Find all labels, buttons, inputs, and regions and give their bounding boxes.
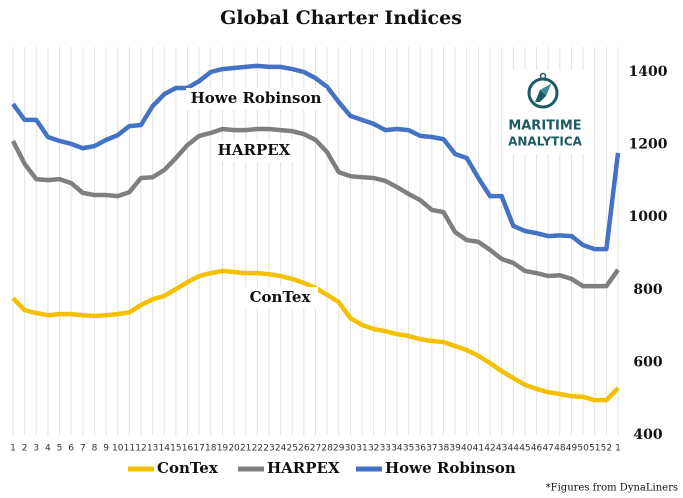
x-tick-label: 47 <box>542 444 553 454</box>
x-tick-label: 18 <box>205 444 217 454</box>
chart-title: Global Charter Indices <box>220 7 462 29</box>
logo-text: ANALYTICA <box>508 135 583 149</box>
x-tick-label: 49 <box>566 444 578 454</box>
annotation-bg <box>242 287 318 309</box>
legend-label: HARPEX <box>267 459 340 477</box>
legend: ConTex HARPEX Howe Robinson <box>128 459 516 477</box>
x-tick-label: 37 <box>426 444 437 454</box>
x-tick-label: 16 <box>182 444 194 454</box>
x-tick-label: 26 <box>298 444 310 454</box>
y-tick-label: 1200 <box>629 137 668 153</box>
x-tick-label: 38 <box>438 444 450 454</box>
x-tick-label: 4 <box>45 444 51 454</box>
x-tick-label: 12 <box>135 444 146 454</box>
x-tick-label: 23 <box>263 444 274 454</box>
legend-label: ConTex <box>157 459 219 477</box>
x-tick-label: 10 <box>112 444 124 454</box>
x-tick-label: 5 <box>57 444 63 454</box>
x-tick-label: 15 <box>170 444 181 454</box>
footnote: *Figures from DynaLiners <box>546 483 678 494</box>
x-tick-label: 27 <box>310 444 321 454</box>
x-tick-label: 1 <box>615 444 621 454</box>
x-tick-label: 46 <box>531 444 543 454</box>
x-tick-label: 22 <box>252 444 263 454</box>
x-tick-label: 31 <box>356 444 367 454</box>
x-tick-label: 33 <box>380 444 391 454</box>
x-tick-label: 44 <box>508 444 520 454</box>
x-tick-label: 43 <box>496 444 507 454</box>
x-tick-label: 28 <box>321 444 333 454</box>
x-tick-label: 7 <box>80 444 86 454</box>
annotation: Howe Robinson <box>191 89 322 107</box>
x-tick-label: 48 <box>554 444 566 454</box>
x-tick-label: 51 <box>589 444 600 454</box>
legend-label: Howe Robinson <box>385 459 516 477</box>
y-tick-label: 1000 <box>629 209 668 225</box>
x-tick-label: 19 <box>217 444 229 454</box>
x-tick-label: 29 <box>333 444 345 454</box>
y-tick-label: 600 <box>633 354 662 370</box>
x-tick-label: 21 <box>240 444 251 454</box>
x-tick-label: 30 <box>345 444 357 454</box>
y-tick-label: 400 <box>633 427 662 443</box>
x-tick-label: 40 <box>461 444 473 454</box>
series-line <box>11 63 621 252</box>
logo: MARITIME ANALYTICA <box>508 70 586 154</box>
x-tick-label: 13 <box>147 444 158 454</box>
series-line <box>10 126 620 289</box>
x-tick-label: 24 <box>275 444 287 454</box>
x-tick-label: 35 <box>403 444 414 454</box>
x-tick-label: 50 <box>577 444 589 454</box>
x-tick-label: 9 <box>103 444 109 454</box>
annotation: ConTex <box>250 288 312 306</box>
x-tick-label: 1 <box>10 444 16 454</box>
x-tick-label: 14 <box>159 444 171 454</box>
x-tick-label: 39 <box>449 444 461 454</box>
annotation-bg <box>186 88 326 110</box>
annotation-bg <box>214 140 294 162</box>
x-tick-label: 11 <box>124 444 135 454</box>
x-tick-label: 6 <box>68 444 74 454</box>
x-tick-label: 25 <box>287 444 298 454</box>
y-tick-label: 1400 <box>629 64 668 80</box>
x-tick-label: 32 <box>368 444 379 454</box>
x-tick-label: 45 <box>519 444 530 454</box>
x-tick-label: 42 <box>484 444 495 454</box>
x-tick-label: 20 <box>228 444 240 454</box>
y-tick-label: 800 <box>633 282 662 298</box>
x-tick-label: 8 <box>92 444 98 454</box>
logo-text: MARITIME <box>508 119 581 134</box>
x-tick-label: 34 <box>391 444 403 454</box>
x-tick-label: 3 <box>33 444 39 454</box>
x-tick-label: 2 <box>22 444 28 454</box>
x-tick-label: 52 <box>601 444 612 454</box>
annotation: HARPEX <box>218 141 291 159</box>
x-tick-label: 41 <box>473 444 484 454</box>
x-tick-label: 36 <box>414 444 426 454</box>
x-tick-label: 17 <box>193 444 204 454</box>
